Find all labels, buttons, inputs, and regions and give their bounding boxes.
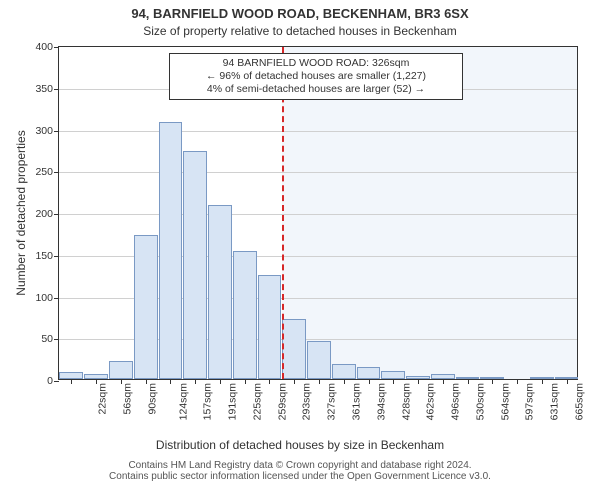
page-title: 94, BARNFIELD WOOD ROAD, BECKENHAM, BR3 … xyxy=(0,6,600,21)
gridline xyxy=(59,131,577,132)
xtick-label: 496sqm xyxy=(449,383,461,420)
ytick-label: 150 xyxy=(35,250,59,262)
footer: Contains HM Land Registry data © Crown c… xyxy=(0,460,600,482)
histogram-bar xyxy=(282,319,306,379)
annotation-line: 94 BARNFIELD WOOD ROAD: 326sqm xyxy=(176,57,456,70)
footer-line-1: Contains HM Land Registry data © Crown c… xyxy=(0,460,600,471)
histogram-bar xyxy=(381,371,405,379)
xtick xyxy=(492,379,493,384)
ytick-label: 350 xyxy=(35,83,59,95)
xtick-label: 191sqm xyxy=(227,383,239,420)
xtick-label: 22sqm xyxy=(97,383,109,415)
xtick-label: 564sqm xyxy=(499,383,511,420)
xtick xyxy=(418,379,419,384)
xtick-label: 361sqm xyxy=(350,383,362,420)
xtick-label: 327sqm xyxy=(326,383,338,420)
ytick-label: 400 xyxy=(35,41,59,53)
xtick xyxy=(294,379,295,384)
y-axis-label: Number of detached properties xyxy=(14,46,28,380)
gridline xyxy=(59,214,577,215)
histogram-bar xyxy=(59,372,83,379)
histogram-bar xyxy=(208,205,232,380)
gridline xyxy=(59,172,577,173)
xtick-label: 394sqm xyxy=(375,383,387,420)
annotation-box: 94 BARNFIELD WOOD ROAD: 326sqm← 96% of d… xyxy=(169,53,463,100)
xtick-label: 665sqm xyxy=(573,383,585,420)
xtick xyxy=(443,379,444,384)
xtick-label: 90sqm xyxy=(146,383,158,415)
xtick xyxy=(468,379,469,384)
histogram-bar xyxy=(307,341,331,379)
xtick xyxy=(195,379,196,384)
histogram-bar xyxy=(233,251,257,379)
histogram-bar xyxy=(357,367,381,379)
xtick xyxy=(319,379,320,384)
x-axis-label: Distribution of detached houses by size … xyxy=(0,438,600,452)
xtick xyxy=(71,379,72,384)
xtick-label: 462sqm xyxy=(425,383,437,420)
xtick-label: 530sqm xyxy=(474,383,486,420)
xtick-label: 225sqm xyxy=(251,383,263,420)
histogram-bar xyxy=(134,235,158,379)
page-subtitle: Size of property relative to detached ho… xyxy=(0,24,600,38)
xtick-label: 157sqm xyxy=(202,383,214,420)
xtick xyxy=(121,379,122,384)
xtick-label: 597sqm xyxy=(524,383,536,420)
footer-line-2: Contains public sector information licen… xyxy=(0,471,600,482)
xtick-label: 293sqm xyxy=(301,383,313,420)
xtick xyxy=(369,379,370,384)
xtick-label: 631sqm xyxy=(548,383,560,420)
ytick-label: 250 xyxy=(35,166,59,178)
histogram-bar xyxy=(332,364,356,379)
xtick xyxy=(344,379,345,384)
xtick-label: 56sqm xyxy=(122,383,134,415)
ytick-label: 100 xyxy=(35,292,59,304)
histogram-bar xyxy=(183,151,207,379)
ytick-label: 0 xyxy=(47,375,59,387)
xtick xyxy=(245,379,246,384)
xtick xyxy=(567,379,568,384)
histogram-bar xyxy=(159,122,183,379)
xtick-label: 428sqm xyxy=(400,383,412,420)
xtick xyxy=(220,379,221,384)
xtick xyxy=(96,379,97,384)
histogram-chart: 05010015020025030035040022sqm56sqm90sqm1… xyxy=(58,46,578,380)
ytick-label: 200 xyxy=(35,208,59,220)
xtick-label: 259sqm xyxy=(276,383,288,420)
xtick xyxy=(393,379,394,384)
plot-area: 05010015020025030035040022sqm56sqm90sqm1… xyxy=(58,46,578,380)
histogram-bar xyxy=(109,361,133,379)
xtick xyxy=(170,379,171,384)
annotation-line: ← 96% of detached houses are smaller (1,… xyxy=(176,70,456,83)
histogram-bar xyxy=(258,275,282,379)
xtick xyxy=(542,379,543,384)
xtick xyxy=(146,379,147,384)
xtick xyxy=(269,379,270,384)
ytick-label: 50 xyxy=(41,333,59,345)
xtick xyxy=(517,379,518,384)
xtick-label: 124sqm xyxy=(177,383,189,420)
annotation-line: 4% of semi-detached houses are larger (5… xyxy=(176,83,456,96)
ytick-label: 300 xyxy=(35,125,59,137)
